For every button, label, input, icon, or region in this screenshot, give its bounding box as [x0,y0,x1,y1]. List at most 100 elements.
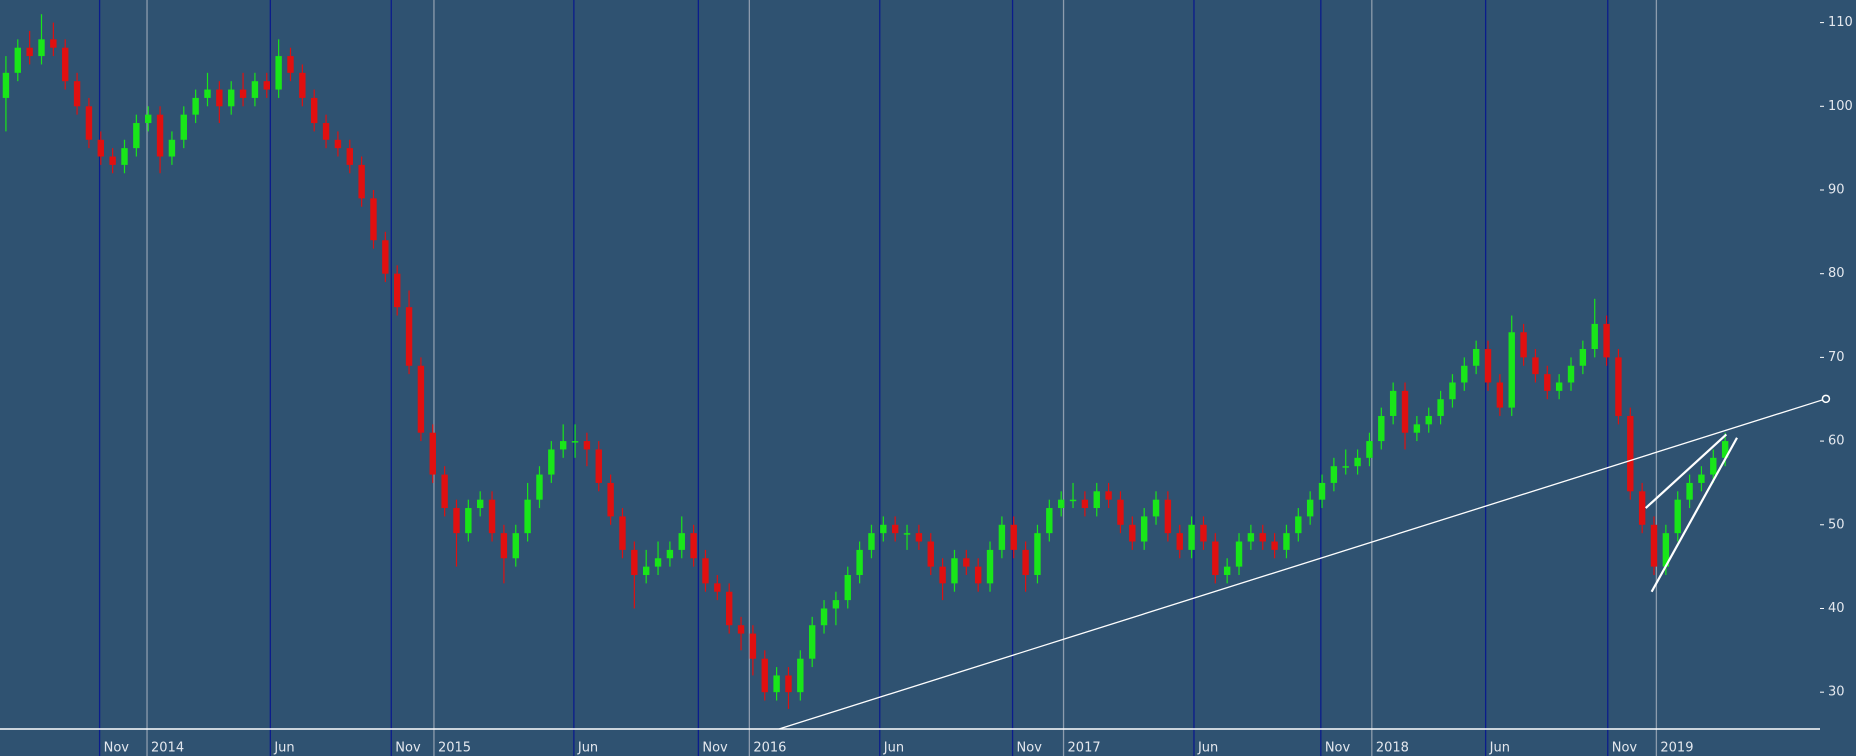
x-tick-label: Jun [1197,741,1218,756]
candle-body [239,89,247,98]
candle-body [1057,499,1065,509]
candle-body [1721,441,1729,458]
candle-body [488,499,496,534]
candle-body [761,658,768,693]
candle-body [963,558,970,567]
candle-body [1093,491,1100,509]
candle-body [1140,516,1148,542]
candle-body [1342,466,1349,468]
candle-body [1591,323,1598,350]
x-tick-label: Jun [273,741,294,756]
x-tick-label: Jun [883,741,904,756]
x-tick-label: Nov [1017,741,1043,756]
x-tick-label: 2015 [438,741,471,756]
y-tick-label: 90 [1828,182,1845,197]
y-tick-label: 100 [1828,99,1853,114]
candle-body [1366,441,1373,458]
y-tick-label: 110 [1828,15,1853,30]
candle-body [156,114,164,157]
candle-body [1532,357,1539,375]
candle-body [1212,541,1219,575]
candle-body [1579,349,1587,366]
candle-body [1638,491,1646,525]
candle-body [1010,524,1017,550]
trend-line [1650,437,1738,593]
candle-body [1401,390,1409,433]
candle-body [785,675,792,693]
candle-body [382,240,389,274]
x-tick-label: 2018 [1376,741,1409,756]
candle-body [358,164,365,199]
candle-body [548,449,555,475]
candle-body [50,39,57,48]
candle-body [1152,499,1160,517]
candle-body [62,47,69,82]
candle-body [690,533,697,559]
candle-body [998,524,1006,550]
candle-body [571,441,579,443]
candle-body [844,574,851,601]
candle-body [1176,533,1183,550]
candle-body [903,533,911,535]
candle-body [287,56,294,73]
candle-body [180,114,187,140]
candle-body [832,600,840,609]
candle-body [1330,466,1338,483]
x-tick-label: 2019 [1660,741,1693,756]
candle-body [73,81,81,107]
candle-body [773,675,780,693]
candle-body [1662,533,1670,567]
candle-body [1627,415,1634,492]
candle-body [1223,566,1231,575]
candle-body [986,549,994,584]
x-tick-label: 2016 [753,741,786,756]
candle-body [927,541,934,567]
candle-body [334,139,342,149]
candle-body [1247,533,1255,542]
candle-body [370,198,377,241]
candle-body [1259,533,1266,542]
candle-body [631,549,638,575]
y-tick-label: 50 [1828,517,1845,532]
candle-body [974,566,982,584]
candle-body [192,97,199,115]
candle-body [1710,457,1717,475]
candle-body [1508,332,1515,408]
x-tick-label: Nov [1612,741,1638,756]
trend-line-end [1821,394,1831,404]
candle-body [1283,533,1290,550]
candle-body [797,658,804,693]
candle-body [263,81,270,90]
candle-body [654,558,662,567]
candle-body [1603,323,1610,358]
x-tick-label: Nov [395,741,421,756]
candle-body [465,508,472,534]
candle-body [595,449,602,483]
y-tick-label: 80 [1828,266,1845,281]
candle-body [1698,474,1705,483]
candle-body [26,47,33,57]
candle-body [1022,549,1029,575]
candle-body [737,625,745,634]
candle-body [1686,482,1693,500]
candle-body [1425,415,1432,425]
candle-body [85,106,93,140]
candle-body [1235,541,1243,567]
candle-body [1437,399,1444,416]
candle-body [405,307,413,366]
y-tick-label: 40 [1828,601,1845,616]
candle-body [1567,365,1575,383]
candle-body [1449,382,1456,400]
candle-body [1544,374,1551,391]
candle-body [749,633,757,659]
candle-body [346,148,353,165]
x-tick-label: 2014 [151,741,184,756]
candle-body [417,365,425,433]
candle-body [1081,499,1089,509]
candle-body [1378,415,1385,442]
candle-body [512,533,519,559]
candle-body [1354,457,1361,467]
trend-line [778,398,1827,730]
candle-body [1129,524,1136,542]
